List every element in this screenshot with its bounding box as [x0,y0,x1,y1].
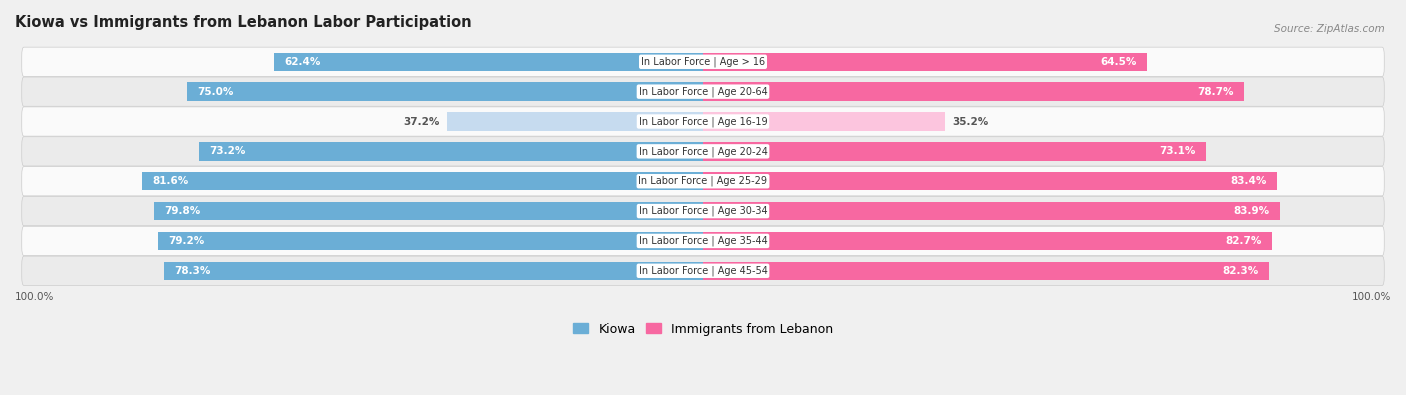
FancyBboxPatch shape [21,167,1385,196]
Bar [703,202,1281,220]
Bar [703,53,1147,71]
Text: 82.3%: 82.3% [1223,266,1258,276]
Bar [187,83,703,101]
Text: In Labor Force | Age > 16: In Labor Force | Age > 16 [641,56,765,67]
Text: 83.4%: 83.4% [1230,176,1267,186]
Legend: Kiowa, Immigrants from Lebanon: Kiowa, Immigrants from Lebanon [568,318,838,340]
Text: 75.0%: 75.0% [197,87,233,97]
Text: 73.2%: 73.2% [209,147,246,156]
Bar [703,261,1270,280]
Bar [703,232,1272,250]
FancyBboxPatch shape [21,47,1385,76]
Text: 82.7%: 82.7% [1225,236,1261,246]
Bar [703,142,1206,161]
Text: 78.3%: 78.3% [174,266,211,276]
FancyBboxPatch shape [21,256,1385,286]
FancyBboxPatch shape [21,137,1385,166]
Bar [274,53,703,71]
Text: 79.2%: 79.2% [169,236,205,246]
Text: In Labor Force | Age 20-24: In Labor Force | Age 20-24 [638,146,768,156]
Text: 73.1%: 73.1% [1159,147,1195,156]
Text: Source: ZipAtlas.com: Source: ZipAtlas.com [1274,24,1385,34]
Bar [200,142,703,161]
FancyBboxPatch shape [21,226,1385,256]
FancyBboxPatch shape [21,107,1385,136]
FancyBboxPatch shape [21,77,1385,106]
Text: In Labor Force | Age 45-54: In Labor Force | Age 45-54 [638,265,768,276]
Text: In Labor Force | Age 16-19: In Labor Force | Age 16-19 [638,116,768,127]
Text: 37.2%: 37.2% [404,117,440,126]
Bar [447,112,703,131]
FancyBboxPatch shape [21,196,1385,226]
Bar [157,232,703,250]
Text: In Labor Force | Age 35-44: In Labor Force | Age 35-44 [638,236,768,246]
Text: 62.4%: 62.4% [284,57,321,67]
Text: 35.2%: 35.2% [952,117,988,126]
Text: 79.8%: 79.8% [165,206,201,216]
Text: In Labor Force | Age 25-29: In Labor Force | Age 25-29 [638,176,768,186]
Bar [165,261,703,280]
Text: In Labor Force | Age 20-64: In Labor Force | Age 20-64 [638,87,768,97]
Bar [703,112,945,131]
Text: 78.7%: 78.7% [1198,87,1234,97]
Bar [703,172,1277,190]
Text: Kiowa vs Immigrants from Lebanon Labor Participation: Kiowa vs Immigrants from Lebanon Labor P… [15,15,471,30]
Bar [155,202,703,220]
Text: 81.6%: 81.6% [152,176,188,186]
Text: In Labor Force | Age 30-34: In Labor Force | Age 30-34 [638,206,768,216]
Text: 64.5%: 64.5% [1099,57,1136,67]
Bar [142,172,703,190]
Bar [703,83,1244,101]
Text: 100.0%: 100.0% [1351,292,1391,302]
Text: 83.9%: 83.9% [1234,206,1270,216]
Text: 100.0%: 100.0% [15,292,55,302]
